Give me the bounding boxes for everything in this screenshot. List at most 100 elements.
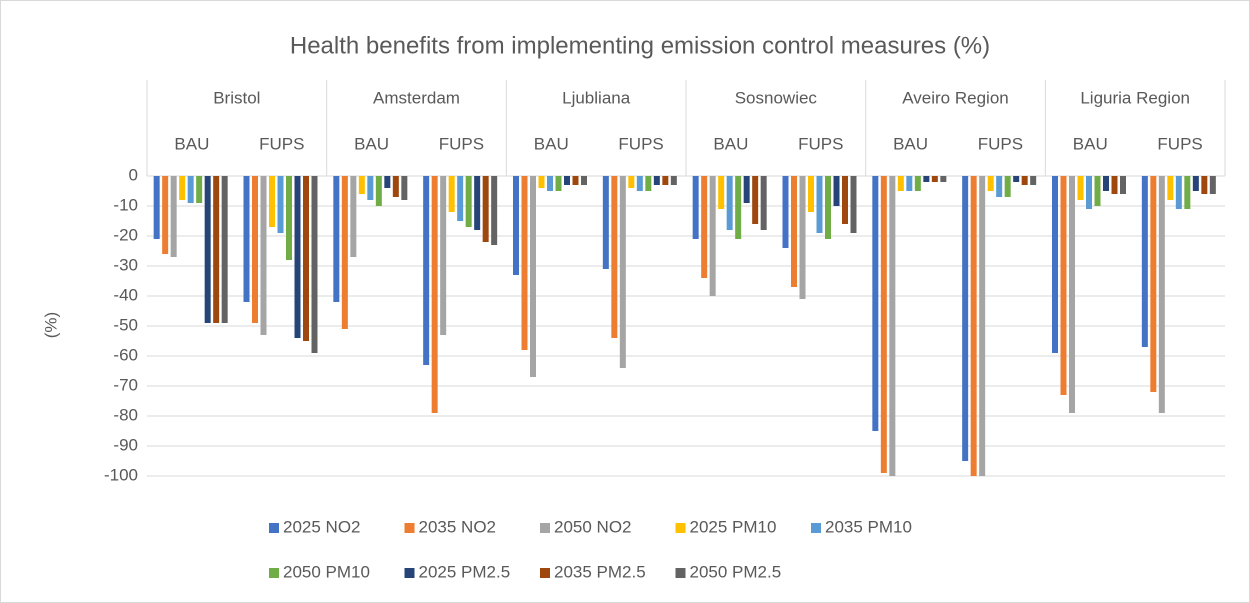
bar: [602, 176, 609, 269]
bar: [1175, 176, 1182, 209]
bar: [1069, 176, 1075, 413]
legend-label: 2025 NO2: [283, 517, 361, 536]
bar: [760, 176, 767, 230]
bar: [782, 176, 789, 248]
bar: [513, 176, 519, 275]
bar: [538, 176, 545, 188]
bar: [850, 176, 857, 233]
legend-label: 2035 PM10: [825, 517, 912, 536]
legend-label: 2050 PM10: [283, 562, 370, 581]
bar: [1192, 176, 1199, 191]
bar: [940, 176, 947, 182]
legend-label: 2035 NO2: [419, 517, 497, 536]
bar: [457, 176, 464, 221]
bar: [555, 176, 562, 191]
bar: [252, 176, 258, 323]
legend-swatch: [675, 523, 686, 533]
bar: [636, 176, 643, 191]
y-tick-label: -80: [113, 405, 138, 424]
bar: [752, 176, 759, 224]
bar: [521, 176, 528, 350]
x-tick-label: FUPS: [439, 134, 484, 153]
bar: [897, 176, 904, 191]
bar: [1013, 176, 1020, 182]
bar: [277, 176, 284, 233]
y-axis-label: (%): [41, 312, 60, 338]
bar: [1209, 176, 1216, 194]
bar: [1120, 176, 1126, 194]
bar: [294, 176, 301, 338]
y-tick-label: 0: [129, 165, 138, 184]
bar: [311, 176, 318, 353]
bar: [1086, 176, 1092, 209]
bar: [726, 176, 733, 230]
legend-swatch: [269, 568, 279, 578]
bar: [269, 176, 275, 227]
y-tick-label: -30: [113, 255, 138, 274]
bar: [431, 176, 438, 413]
bar: [170, 176, 177, 257]
bar: [581, 176, 587, 185]
bar: [358, 176, 365, 194]
y-tick-label: -50: [113, 315, 138, 334]
x-tick-label: BAU: [354, 134, 389, 153]
bar: [1184, 176, 1191, 209]
bar: [825, 176, 831, 239]
legend-label: 2025 PM2.5: [419, 562, 511, 581]
x-tick-label: FUPS: [259, 134, 304, 153]
bar: [833, 176, 840, 206]
bar: [1150, 176, 1157, 392]
legend-label: 2050 PM2.5: [690, 562, 782, 581]
bar: [1094, 176, 1101, 206]
bar: [572, 176, 579, 185]
bar: [153, 176, 160, 239]
y-tick-label: -20: [113, 225, 138, 244]
group-label: Amsterdam: [373, 88, 460, 107]
legend-label: 2035 PM2.5: [554, 562, 646, 581]
bar: [645, 176, 652, 191]
bar: [367, 176, 374, 200]
bar: [213, 176, 220, 323]
bar: [547, 176, 553, 191]
bar: [962, 176, 969, 461]
x-tick-label: FUPS: [798, 134, 843, 153]
bar: [1167, 176, 1174, 200]
bar: [196, 176, 203, 203]
bar: [1052, 176, 1058, 353]
y-tick-label: -90: [113, 435, 138, 454]
bar: [448, 176, 455, 212]
bar: [889, 176, 896, 476]
bar: [987, 176, 994, 191]
bar: [179, 176, 186, 200]
bar: [350, 176, 357, 257]
bar: [401, 176, 408, 200]
group-label: Bristol: [213, 88, 260, 107]
legend-swatch: [540, 568, 550, 578]
group-label: Liguria Region: [1080, 88, 1190, 107]
bar: [341, 176, 348, 329]
group-label: Aveiro Region: [902, 88, 1008, 107]
bar: [243, 176, 250, 302]
legend-label: 2050 NO2: [554, 517, 632, 536]
bar: [692, 176, 699, 239]
legend-swatch: [540, 523, 550, 533]
bar: [375, 176, 382, 206]
bar: [1103, 176, 1109, 191]
bar: [482, 176, 489, 242]
legend-swatch: [675, 568, 686, 578]
x-tick-label: BAU: [1073, 134, 1108, 153]
bar: [491, 176, 498, 245]
bar: [662, 176, 669, 185]
bar: [392, 176, 399, 197]
y-tick-label: -40: [113, 285, 138, 304]
bar: [923, 176, 930, 182]
bar: [906, 176, 913, 191]
bar: [1060, 176, 1067, 395]
bar: [670, 176, 677, 185]
x-tick-label: FUPS: [618, 134, 663, 153]
bar: [333, 176, 340, 302]
bar: [221, 176, 228, 323]
bar: [970, 176, 977, 476]
chart-title: Health benefits from implementing emissi…: [290, 32, 990, 59]
legend-swatch: [811, 523, 821, 533]
